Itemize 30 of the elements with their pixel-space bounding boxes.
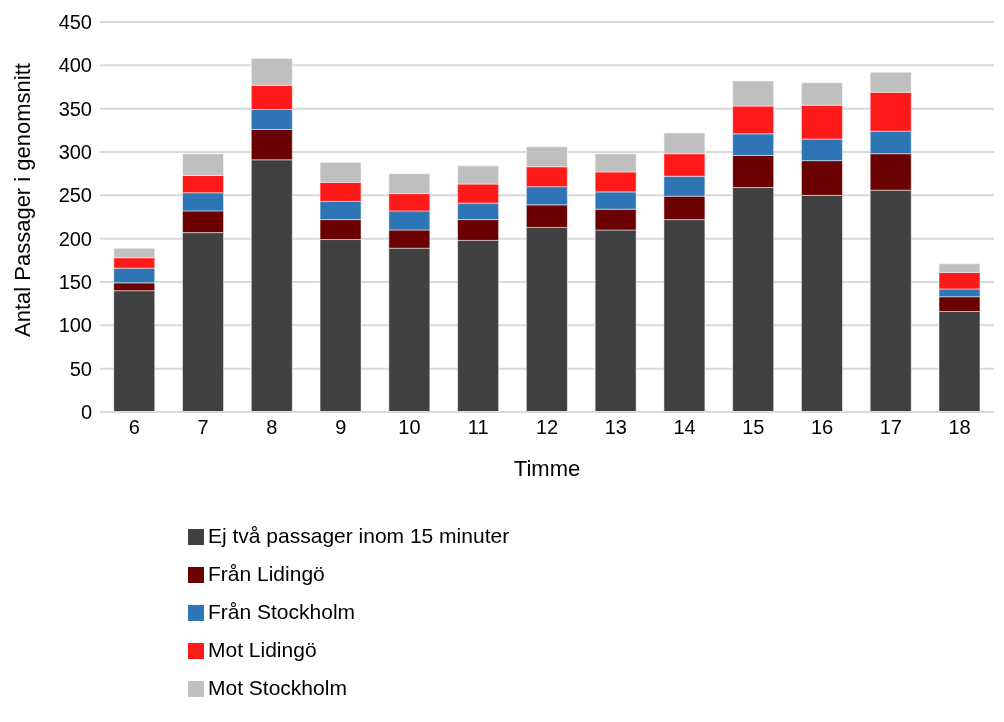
y-tick-label: 350 (58, 97, 92, 120)
x-tick-label: 8 (266, 416, 278, 439)
y-tick-label: 250 (58, 184, 92, 207)
x-tick-label: 17 (879, 416, 902, 439)
x-tick-label: 15 (742, 416, 765, 439)
y-tick-label: 150 (58, 271, 92, 294)
y-tick-label: 200 (58, 227, 92, 250)
legend-label: Från Stockholm (208, 600, 356, 623)
y-tick-label: 0 (80, 401, 92, 424)
x-tick-label: 7 (197, 416, 209, 439)
legend-label: Från Lidingö (208, 562, 325, 585)
x-tick-label: 6 (128, 416, 140, 439)
x-tick-label: 16 (810, 416, 834, 439)
legend-label: Mot Lidingö (208, 638, 317, 661)
legend-label: Ej två passager inom 15 minuter (208, 524, 510, 547)
x-tick-label: 11 (467, 416, 489, 439)
x-tick-label: 12 (535, 416, 559, 439)
y-axis-title: Antal Passager i genomsnitt (9, 63, 35, 337)
y-tick-label: 400 (58, 54, 92, 77)
x-tick-label: 9 (335, 416, 347, 439)
x-tick-label: 13 (604, 416, 627, 439)
x-axis-title: Timme (513, 456, 581, 481)
y-tick-label: 50 (69, 357, 92, 380)
x-tick-label: 10 (398, 416, 421, 439)
y-tick-label: 450 (58, 11, 92, 34)
x-tick-label: 14 (673, 416, 696, 439)
x-tick-label: 18 (948, 416, 971, 439)
y-tick-label: 100 (58, 314, 92, 337)
y-tick-label: 300 (58, 141, 92, 164)
legend-label: Mot Stockholm (208, 676, 347, 699)
